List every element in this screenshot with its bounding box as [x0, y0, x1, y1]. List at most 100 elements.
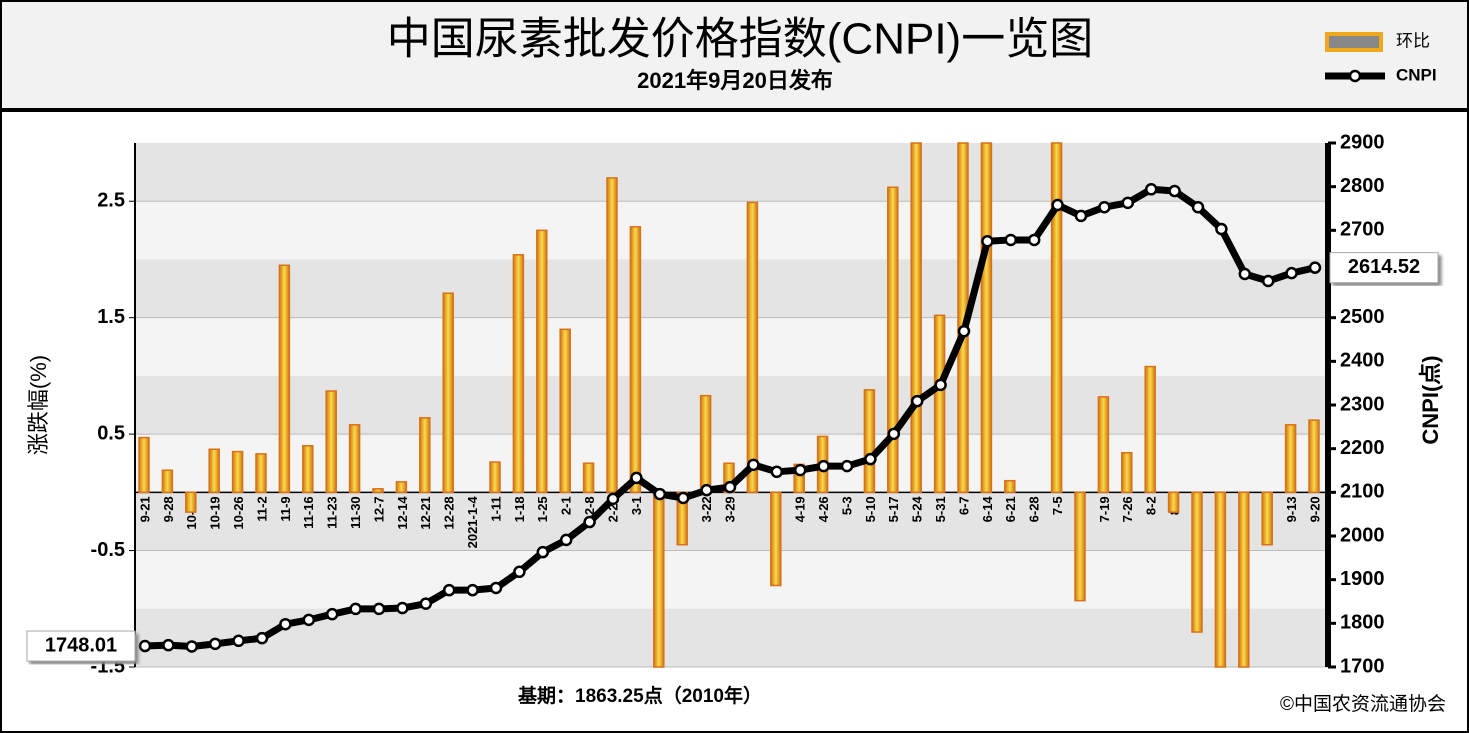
marker [466, 583, 479, 597]
y-tick-label: 1.5 [97, 306, 125, 328]
bar [1308, 419, 1320, 494]
x-tick-label: 4-19 [793, 496, 808, 522]
bar [1097, 396, 1110, 494]
marker [372, 602, 386, 616]
x-tick-label: 9-28 [161, 496, 176, 522]
bar [770, 491, 782, 587]
value-label: 2614.52 [1348, 256, 1420, 278]
marker [302, 613, 316, 627]
bar [1121, 451, 1133, 494]
y2-tick-label: 2000 [1340, 524, 1385, 546]
marker [232, 634, 245, 648]
marker [279, 617, 292, 631]
marker [864, 452, 877, 466]
marker [630, 471, 643, 485]
bar [302, 445, 314, 494]
marker [1027, 233, 1041, 247]
bar [372, 488, 384, 494]
bar [489, 461, 501, 494]
marker [1098, 200, 1111, 214]
value-label: 1748.01 [45, 634, 117, 656]
marker [817, 459, 830, 473]
y-axis-title: 涨跌幅(%) [26, 355, 51, 455]
x-tick-label: 11-9 [278, 496, 293, 521]
marker [1191, 200, 1205, 214]
x-tick-label: 7-19 [1097, 496, 1112, 522]
x-tick-label: 5-31 [933, 496, 948, 522]
y-tick-label: 2.5 [97, 190, 125, 212]
marker [606, 492, 620, 506]
bar [699, 394, 712, 494]
marker [442, 583, 456, 597]
marker [887, 427, 901, 441]
marker [840, 459, 854, 473]
marker [1121, 196, 1135, 210]
band [135, 143, 1328, 202]
marker [1051, 198, 1064, 212]
marker [1238, 267, 1252, 281]
marker [957, 324, 971, 338]
y2-tick-label: 2400 [1340, 350, 1385, 372]
x-tick-label: 9-21 [137, 496, 152, 522]
x-tick-label: 1-18 [512, 496, 527, 522]
bar [1004, 479, 1016, 494]
y2-tick-label: 2500 [1340, 306, 1385, 328]
bar [933, 314, 946, 494]
y2-tick-label: 2300 [1340, 393, 1385, 415]
marker [325, 607, 339, 621]
x-tick-label: 8-2 [1144, 496, 1159, 515]
x-tick-label: 6-28 [1027, 496, 1042, 522]
x-tick-label: 3-1 [629, 496, 644, 515]
marker [536, 545, 550, 559]
legend-label: 环比 [1396, 31, 1430, 50]
x-tick-label: 12-21 [418, 496, 433, 529]
y2-tick-label: 2100 [1340, 481, 1385, 503]
bar [1238, 491, 1250, 668]
marker [1144, 183, 1158, 196]
marker [1261, 274, 1275, 288]
bar [653, 491, 665, 668]
bar [910, 142, 922, 494]
bar [1167, 491, 1180, 513]
bar [1191, 491, 1203, 633]
legend-label: CNPI [1396, 65, 1437, 84]
bar [512, 254, 525, 494]
x-tick-label: 3-29 [722, 496, 737, 522]
marker [489, 581, 503, 595]
x-tick-label: 10-26 [231, 496, 246, 529]
base-note: 基期：1863.25点（2010年） [517, 684, 762, 707]
x-tick-label: 9-20 [1307, 496, 1322, 522]
bar [348, 424, 361, 494]
marker [1285, 266, 1298, 280]
bar [278, 264, 291, 494]
x-tick-label: 11-16 [301, 496, 316, 529]
chart-subtitle: 2021年9月20日发布 [637, 68, 833, 93]
x-tick-label: 5-3 [839, 496, 854, 515]
marker [349, 602, 362, 616]
marker [1074, 209, 1088, 223]
y2-tick-label: 1900 [1340, 568, 1385, 590]
bar [1074, 491, 1086, 602]
value-label-box [26, 630, 136, 662]
bar [863, 389, 876, 494]
x-tick-label: 5-10 [863, 496, 878, 522]
copyright: ©中国农资流通协会 [1280, 693, 1446, 715]
marker [138, 639, 152, 653]
y2-tick-label: 2200 [1340, 437, 1385, 459]
x-tick-label: 5-17 [886, 496, 901, 522]
marker [513, 565, 526, 579]
x-tick-label: 2-1 [559, 496, 574, 515]
y2-tick-label: 1800 [1340, 612, 1385, 634]
x-tick-label: 11-2 [254, 496, 269, 521]
x-tick-label: 2-8 [582, 496, 597, 515]
marker [1308, 261, 1322, 274]
x-tick-label: 7-26 [1120, 496, 1135, 522]
marker [559, 533, 573, 547]
marker [700, 483, 713, 497]
bar [1050, 142, 1063, 494]
legend-marker [1348, 69, 1362, 83]
marker [910, 394, 924, 408]
x-tick-label: 5-24 [910, 496, 925, 523]
marker [396, 601, 409, 615]
